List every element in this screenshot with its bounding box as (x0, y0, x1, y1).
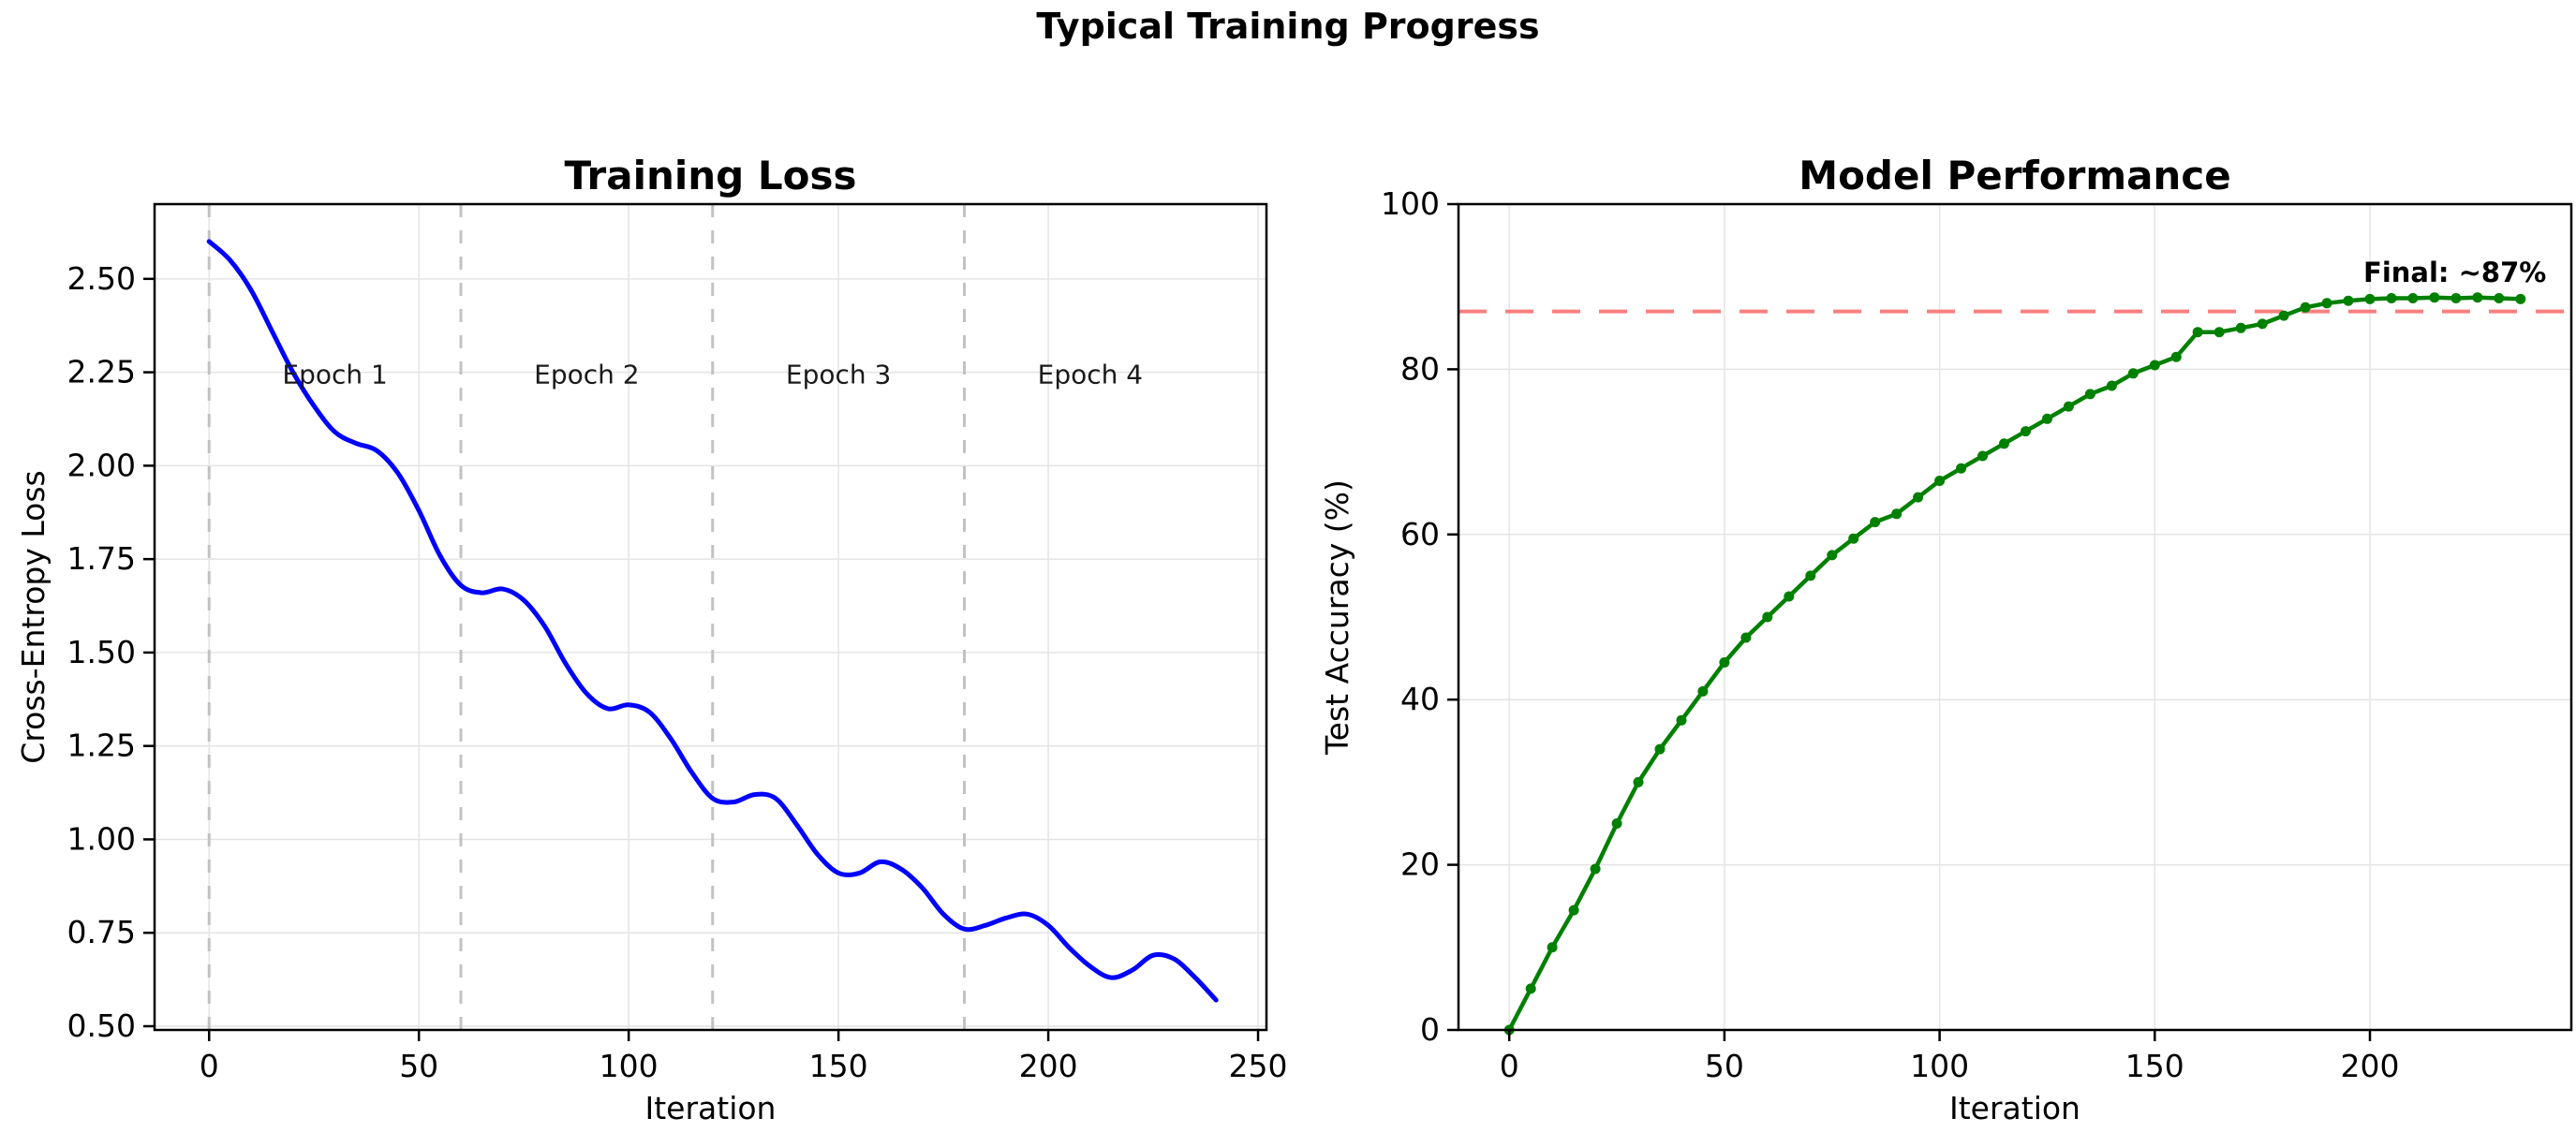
x-tick-label: 200 (2341, 1048, 2400, 1084)
test-accuracy-curve-marker (2170, 351, 2182, 362)
test-accuracy-curve-marker (2429, 292, 2440, 303)
annotation-text: Epoch 4 (1038, 360, 1143, 390)
training-loss-curve (206, 239, 1219, 1003)
x-tick-label: 0 (200, 1048, 219, 1084)
test-accuracy-curve-marker (2106, 380, 2117, 391)
test-accuracy-curve-marker (1999, 438, 2009, 449)
test-accuracy-curve-marker (2149, 360, 2160, 371)
test-accuracy-curve-marker (2364, 293, 2376, 304)
y-tick-label: 20 (1400, 846, 1440, 883)
test-accuracy-curve-marker (2127, 368, 2139, 379)
test-accuracy-curve-marker (1913, 492, 1924, 503)
axes-spines (1457, 202, 2573, 1032)
annotation-text: Epoch 2 (534, 360, 639, 390)
test-accuracy-curve-marker (1870, 517, 1881, 528)
test-accuracy-curve-marker (2213, 327, 2225, 338)
y-tick-label: 0 (1420, 1011, 1440, 1048)
y-tick-label: 100 (1381, 185, 1440, 222)
annotation-text: Epoch 3 (786, 360, 891, 390)
axes-spines (153, 202, 1268, 1032)
x-tick-label: 50 (399, 1048, 438, 1084)
test-accuracy-curve-marker (1934, 476, 1946, 486)
test-accuracy-curve-marker (1697, 685, 1709, 697)
test-accuracy-curve (1506, 295, 2524, 1033)
test-accuracy-curve-marker (1956, 463, 1967, 474)
x-tick-label: 50 (1705, 1048, 1744, 1084)
chart-title: Training Loss (565, 153, 857, 199)
test-accuracy-curve-marker (1568, 904, 1579, 916)
subplot-training-loss: 0 50 100 150 200 250 0.50 0.75 1.00 1.25 1.50 1.75 2… (15, 153, 1288, 1126)
test-accuracy-curve-marker (1805, 570, 1816, 581)
x-tick-label: 100 (1910, 1048, 1969, 1084)
y-tick-label: 60 (1400, 516, 1440, 552)
y-tick-label: 1.00 (67, 820, 136, 857)
y-tick-label: 1.75 (67, 540, 136, 577)
test-accuracy-curve-marker (1633, 776, 1644, 787)
annotation-text: Final: ~87% (2363, 257, 2546, 288)
test-accuracy-curve-marker (2300, 301, 2311, 313)
x-tick-label: 0 (1500, 1048, 1519, 1084)
test-accuracy-curve-marker (2257, 318, 2268, 330)
test-accuracy-curve-marker (1740, 632, 1752, 643)
test-accuracy-curve-marker (1762, 611, 1773, 623)
x-tick-label: 100 (600, 1048, 659, 1084)
y-tick-label: 1.25 (67, 728, 136, 764)
test-accuracy-curve-marker (1784, 591, 1795, 602)
y-tick-label: 40 (1400, 681, 1440, 717)
test-accuracy-curve-marker (2192, 327, 2203, 338)
y-axis-label: Test Accuracy (%) (1319, 479, 1355, 756)
x-tick-label: 150 (2125, 1048, 2184, 1084)
test-accuracy-curve-marker (2472, 292, 2483, 303)
test-accuracy-curve-marker (1590, 863, 1601, 875)
test-accuracy-curve-marker (2386, 293, 2397, 303)
figure-suptitle: Typical Training Progress (1036, 6, 1540, 47)
subplot-model-performance: 0 50 100 150 200 0 20 40 60 80 100 Iteration Test Ac… (1319, 153, 2573, 1126)
test-accuracy-curve-marker (2343, 295, 2354, 306)
test-accuracy-curve-marker (2515, 293, 2526, 304)
x-axis-label: Iteration (645, 1090, 777, 1126)
y-axis-label: Cross-Entropy Loss (15, 470, 52, 763)
test-accuracy-curve-marker (2042, 413, 2052, 424)
x-tick-label: 200 (1019, 1048, 1078, 1084)
x-axis-label: Iteration (1949, 1090, 2080, 1126)
test-accuracy-curve-marker (1676, 714, 1687, 726)
test-accuracy-curve-marker (1654, 743, 1666, 755)
test-accuracy-curve-marker (2407, 293, 2419, 303)
y-tick-label: 80 (1400, 350, 1440, 387)
annotation-text: Epoch 1 (282, 360, 387, 390)
y-tick-label: 0.75 (67, 914, 136, 950)
test-accuracy-curve-marker (1848, 533, 1859, 544)
test-accuracy-curve-marker (2235, 322, 2246, 333)
y-tick-label: 2.00 (67, 447, 136, 483)
y-tick-label: 0.50 (67, 1007, 136, 1044)
y-tick-label: 1.50 (67, 634, 136, 670)
x-tick-label: 250 (1229, 1048, 1288, 1084)
test-accuracy-curve-marker (2021, 426, 2031, 437)
test-accuracy-curve-marker (2321, 298, 2332, 309)
test-accuracy-curve-marker (2084, 389, 2095, 400)
test-accuracy-curve-marker (1891, 508, 1902, 520)
test-accuracy-curve-marker (1547, 942, 1558, 953)
chart-title: Model Performance (1799, 153, 2230, 199)
test-accuracy-curve-marker (1827, 550, 1838, 561)
test-accuracy-curve-marker (1977, 450, 1988, 462)
x-tick-label: 150 (809, 1048, 868, 1084)
test-accuracy-curve-marker (2494, 293, 2505, 303)
y-tick-label: 2.50 (67, 260, 136, 297)
test-accuracy-curve-marker (1719, 657, 1730, 668)
test-accuracy-curve-marker (1611, 818, 1622, 829)
test-accuracy-curve-marker (2450, 293, 2462, 303)
test-accuracy-curve-marker (2063, 401, 2074, 412)
test-accuracy-curve-marker (1525, 983, 1536, 994)
test-accuracy-curve-marker (2278, 310, 2289, 321)
y-tick-label: 2.25 (67, 354, 136, 390)
